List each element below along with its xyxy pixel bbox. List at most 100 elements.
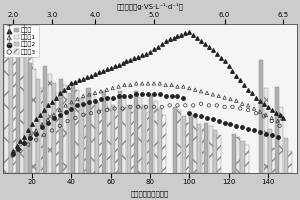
Point (148, 50, 152, 54)
Point (42, 108, 46, 112)
Point (81, 113, 86, 116)
Point (158, 93, 162, 96)
Point (269, 134, 274, 137)
Point (169, 83, 174, 87)
Point (205, 91, 209, 94)
Bar (131, 112, 135, 173)
Point (57, 113, 62, 116)
Bar (197, 124, 201, 173)
Point (116, 94, 121, 98)
Point (26, 129, 31, 132)
Point (42, 134, 46, 137)
Bar (217, 135, 221, 173)
Bar (20, 38, 24, 173)
Point (205, 116, 209, 120)
X-axis label: 有机负荷（g·VS·L⁻¹·d⁻¹）: 有机负荷（g·VS·L⁻¹·d⁻¹） (116, 3, 184, 10)
Point (93, 99, 98, 102)
Bar (193, 118, 197, 173)
Bar (72, 101, 76, 173)
Point (246, 108, 250, 112)
Point (183, 32, 188, 35)
Point (69, 82, 74, 85)
Point (222, 96, 227, 99)
Bar (142, 105, 146, 173)
Bar (272, 148, 276, 173)
Point (277, 124, 282, 127)
Point (163, 94, 168, 98)
Bar (208, 126, 213, 173)
Point (93, 91, 98, 94)
Point (120, 61, 125, 65)
Point (28, 137, 33, 140)
Point (171, 36, 176, 40)
Bar (16, 32, 20, 173)
Point (262, 115, 266, 118)
Point (22, 140, 27, 143)
Bar (40, 88, 45, 173)
Point (246, 104, 250, 107)
Point (51, 116, 56, 120)
Point (206, 104, 211, 107)
Point (146, 93, 150, 96)
Bar (86, 88, 91, 173)
Bar (28, 63, 32, 173)
Point (10, 151, 15, 154)
Point (281, 116, 286, 120)
Point (87, 93, 92, 96)
Point (93, 72, 98, 76)
Point (240, 102, 245, 105)
Point (46, 121, 50, 124)
Bar (173, 107, 177, 173)
Point (175, 94, 180, 98)
Point (89, 112, 94, 115)
Bar (84, 105, 88, 173)
Point (202, 43, 207, 46)
Point (246, 127, 250, 130)
Point (169, 94, 174, 98)
Point (263, 132, 268, 135)
Point (144, 52, 148, 55)
Point (195, 36, 200, 40)
Point (100, 69, 105, 72)
Point (183, 104, 188, 107)
Point (234, 99, 239, 102)
Point (254, 112, 258, 115)
Point (214, 104, 219, 107)
Point (22, 141, 27, 145)
Point (240, 126, 245, 129)
Point (28, 134, 33, 137)
Point (75, 104, 80, 107)
Point (57, 108, 62, 112)
Point (22, 135, 27, 138)
Bar (56, 93, 60, 173)
Point (116, 85, 121, 88)
Point (269, 108, 274, 112)
Point (181, 85, 186, 88)
Bar (111, 105, 115, 173)
Point (187, 87, 192, 90)
Point (262, 102, 266, 105)
Point (136, 105, 141, 109)
Bar (68, 93, 72, 173)
Point (199, 90, 203, 93)
Point (128, 94, 133, 98)
Bar (48, 74, 52, 173)
Point (34, 138, 38, 141)
Point (40, 123, 44, 126)
Bar (127, 105, 131, 173)
Point (275, 119, 280, 123)
Point (152, 93, 156, 96)
Point (134, 82, 139, 85)
Point (187, 112, 192, 115)
Point (89, 74, 94, 77)
Point (193, 88, 197, 91)
Point (163, 83, 168, 87)
Point (63, 110, 68, 113)
Point (40, 126, 44, 129)
Point (73, 80, 78, 83)
Point (26, 143, 31, 146)
Point (116, 63, 121, 66)
Bar (279, 107, 284, 173)
Bar (177, 110, 181, 173)
Point (128, 105, 133, 109)
